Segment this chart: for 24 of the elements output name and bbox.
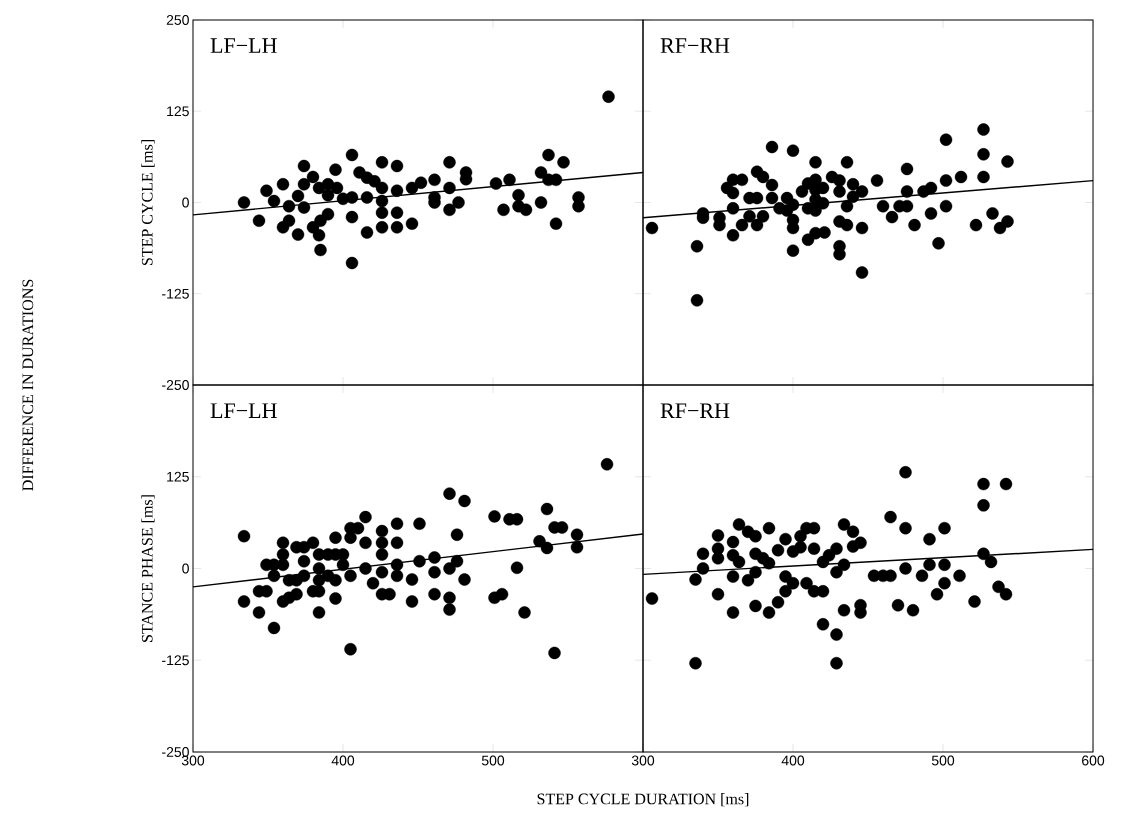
x-axis-title: STEP CYCLE DURATION [ms]: [537, 793, 749, 807]
y-tick-label: 125: [167, 106, 189, 117]
x-tick-label: 400: [331, 755, 355, 766]
text: LF−LH: [210, 38, 277, 53]
text: LF−LH: [210, 403, 277, 418]
y-tick-label: 0: [182, 563, 189, 574]
text: DIFFERENCE IN DURATIONS: [22, 279, 34, 491]
y-axis-title: STEP CYCLE [ms]: [141, 140, 155, 265]
y-axis-title: STANCE PHASE [ms]: [141, 495, 155, 642]
y-tick-label: 0: [182, 197, 189, 208]
y-tick-label: -250: [162, 747, 189, 757]
text: RF−RH: [660, 403, 730, 418]
y-tick-label: -250: [162, 380, 189, 390]
y-tick-label: 250: [166, 15, 189, 25]
y-tick-label: 125: [167, 471, 189, 482]
x-tick-label: 500: [481, 755, 505, 766]
text: RF−RH: [660, 38, 730, 53]
x-tick-label: 300: [181, 755, 205, 766]
x-tick-label: 300: [631, 755, 655, 766]
y-tick-label: -125: [162, 655, 189, 666]
x-tick-label: 400: [781, 755, 805, 766]
x-tick-label: 500: [931, 755, 955, 766]
y-tick-label: -125: [162, 288, 189, 299]
x-tick-label: 600: [1082, 755, 1105, 766]
